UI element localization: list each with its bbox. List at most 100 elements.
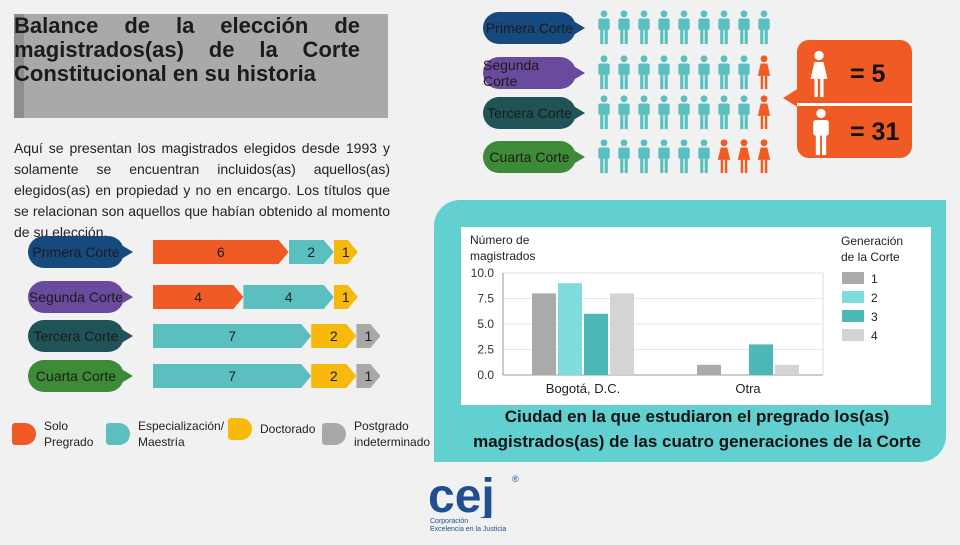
legend-label: Solo Pregrado (44, 419, 94, 449)
men-total: = 31 (850, 118, 900, 146)
man-icon (694, 55, 714, 91)
city-bar-chart: Número de magistrados 10.0 7.5 5.0 2.5 0.0 Bogo… (470, 233, 903, 396)
y-axis-label: Número de (470, 233, 530, 247)
gender-corte-label: Tercera Corte (483, 97, 585, 129)
woman-icon (754, 139, 774, 175)
man-icon (694, 139, 714, 175)
bar-4 (775, 364, 799, 375)
man-icon (594, 55, 614, 91)
chart-panel: Número de magistrados 10.0 7.5 5.0 2.5 0.0 Bogo… (461, 227, 931, 405)
legend-title: de la Corte (841, 250, 900, 264)
y-tick-label: 0.0 (477, 368, 494, 382)
legend-swatch (842, 329, 864, 341)
man-icon (614, 55, 634, 91)
summary-pointer (783, 88, 799, 108)
education-segment-doctorado: 2 (311, 364, 356, 388)
legend-label: Doctorado (260, 422, 316, 436)
education-segment-doctorado: 2 (311, 324, 356, 348)
legend-swatch (842, 291, 864, 303)
man-icon (674, 95, 694, 131)
logo-text: cej (428, 472, 495, 518)
gender-figure-row (594, 139, 774, 175)
woman-icon (734, 139, 754, 175)
man-icon (674, 10, 694, 46)
man-icon (594, 139, 614, 175)
bar-3 (584, 313, 608, 375)
logo-subtitle: Corporación Excelencia en la Justicia (430, 518, 507, 533)
bar-1 (697, 364, 721, 375)
man-icon (754, 10, 774, 46)
bar-1 (532, 293, 556, 375)
man-icon (634, 10, 654, 46)
gender-corte-label: Segunda Corte (483, 57, 585, 89)
legend-entry: 2 (871, 291, 878, 305)
man-icon (694, 95, 714, 131)
education-segment-indeterminado: 1 (356, 364, 380, 388)
man-icon (694, 10, 714, 46)
man-icon (714, 95, 734, 131)
legend-entry: 1 (871, 272, 878, 286)
bar-3 (749, 344, 773, 375)
man-icon (654, 10, 674, 46)
legend-label: Postgrado indeterminado (354, 419, 431, 449)
intro-text: Aquí se presentan los magistrados elegid… (14, 140, 390, 240)
woman-icon (810, 50, 828, 98)
bar-4 (610, 293, 634, 375)
man-icon (714, 10, 734, 46)
man-icon (674, 55, 694, 91)
logo-registered: ® (512, 474, 519, 484)
education-segment-especializacion: 4 (243, 285, 333, 309)
man-icon (594, 95, 614, 131)
education-segment-pregrado: 4 (153, 285, 243, 309)
y-axis-label: magistrados (470, 249, 535, 263)
legend-swatch (322, 423, 346, 445)
y-tick-label: 5.0 (477, 317, 494, 331)
education-segment-doctorado: 1 (334, 285, 358, 309)
woman-icon (714, 139, 734, 175)
man-icon (674, 139, 694, 175)
man-icon (614, 139, 634, 175)
woman-icon (754, 95, 774, 131)
title-box (14, 14, 388, 118)
legend-pregrado: Solo Pregrado (12, 418, 93, 450)
legend-swatch (842, 272, 864, 284)
legend-swatch (106, 423, 130, 445)
gender-figure-row (594, 95, 774, 131)
education-corte-label: Cuarta Corte (28, 360, 133, 392)
man-icon (734, 95, 754, 131)
women-total: = 5 (850, 60, 886, 88)
man-icon (594, 10, 614, 46)
education-segment-doctorado: 1 (334, 240, 358, 264)
education-segment-especializacion: 7 (153, 324, 311, 348)
gender-corte-label: Cuarta Corte (483, 141, 585, 173)
man-icon (714, 55, 734, 91)
man-icon (654, 95, 674, 131)
cej-logo: cej ® (428, 472, 519, 518)
man-icon (634, 95, 654, 131)
education-corte-label: Primera Corte (28, 236, 133, 268)
x-tick-label: Bogotá, D.C. (546, 381, 620, 396)
x-tick-label: Otra (735, 381, 761, 396)
legend-swatch (12, 423, 36, 445)
legend-title: Generación (841, 234, 903, 248)
gender-figure-row (594, 55, 774, 91)
man-icon (614, 10, 634, 46)
page-title: Balance de la elección de magistrados(as… (14, 13, 360, 86)
gender-corte-label: Primera Corte (483, 12, 585, 44)
man-icon (634, 55, 654, 91)
education-corte-label: Segunda Corte (28, 281, 133, 313)
man-icon (734, 10, 754, 46)
man-icon (634, 139, 654, 175)
legend-doctorado: Doctorado (228, 418, 315, 440)
y-tick-label: 2.5 (477, 343, 494, 357)
legend-indeterminado: Postgrado indeterminado (322, 418, 430, 450)
legend-swatch (228, 418, 252, 440)
education-segment-especializacion: 2 (289, 240, 334, 264)
legend-label: Especialización/ Maestría (138, 419, 225, 449)
y-tick-label: 10.0 (471, 266, 495, 280)
education-corte-label: Tercera Corte (28, 320, 133, 352)
man-icon (614, 95, 634, 131)
man-icon (813, 108, 829, 156)
legend-swatch (842, 310, 864, 322)
summary-divider (797, 103, 912, 106)
